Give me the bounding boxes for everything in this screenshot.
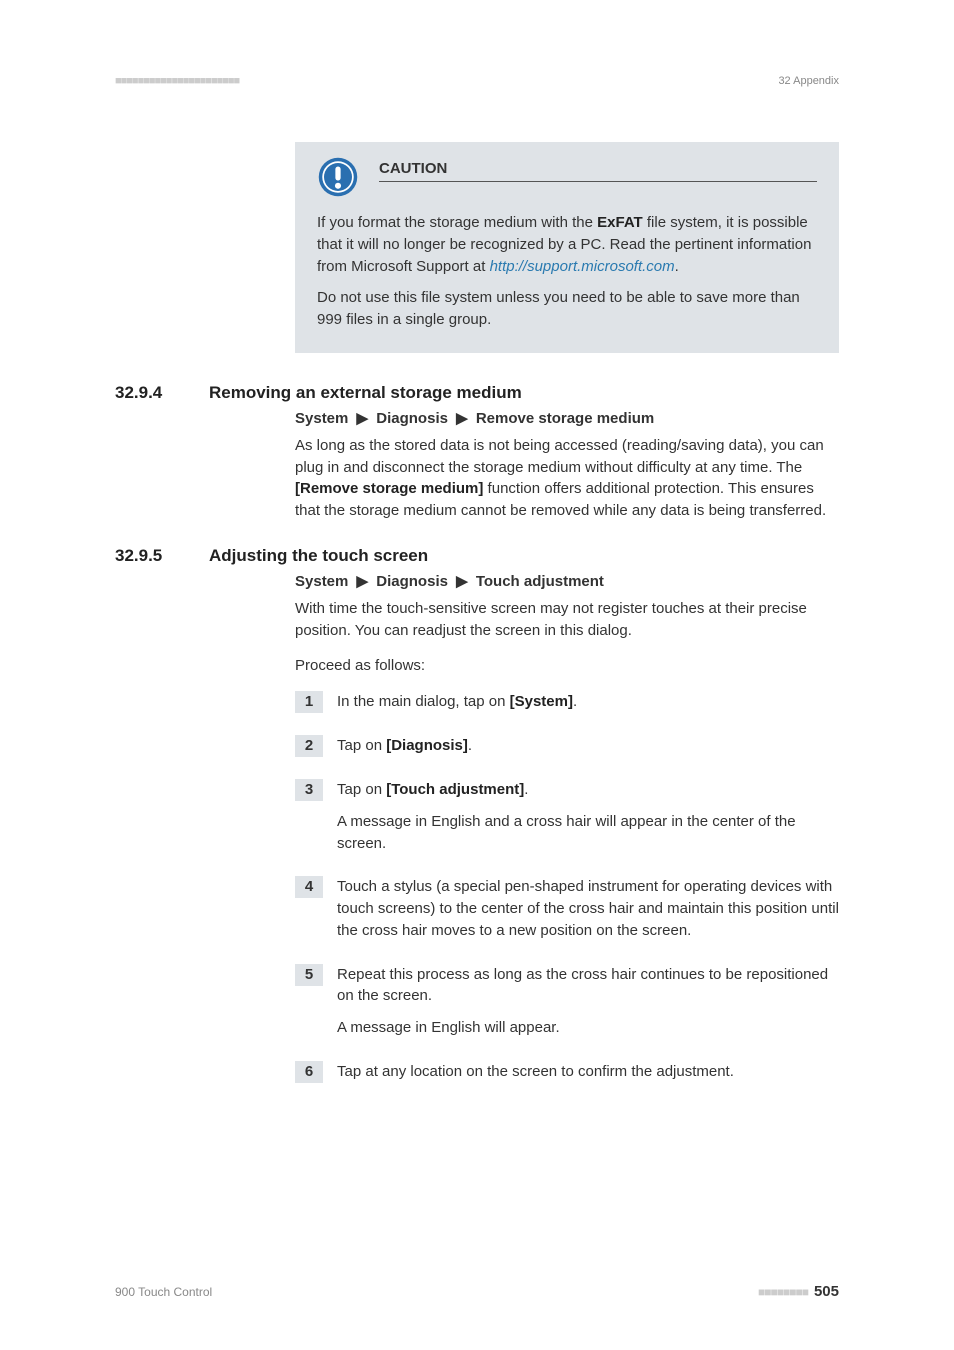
section-32-9-5: 32.9.5 Adjusting the touch screen System… (115, 546, 839, 1083)
caution-header: CAUTION (317, 160, 817, 198)
page-header: ■■■■■■■■■■■■■■■■■■■■■■ 32 Appendix (115, 75, 839, 87)
section-number: 32.9.5 (115, 546, 185, 566)
text-span: Tap on (337, 737, 386, 754)
body-text: Proceed as follows: (295, 655, 839, 677)
caution-p2: Do not use this file system unless you n… (317, 287, 817, 331)
chevron-right-icon: ▶ (357, 572, 369, 590)
bold-text: [Touch adjustment] (386, 781, 524, 798)
page-footer: 900 Touch Control ■■■■■■■■ 505 (115, 1283, 839, 1300)
step-1: 1 In the main dialog, tap on [System]. (295, 691, 839, 713)
step-number: 3 (295, 779, 323, 801)
step-number: 2 (295, 735, 323, 757)
chevron-right-icon: ▶ (456, 409, 468, 427)
caution-p1: If you format the storage medium with th… (317, 212, 817, 277)
page-number: 505 (814, 1283, 839, 1300)
step-2: 2 Tap on [Diagnosis]. (295, 735, 839, 757)
step-number: 4 (295, 876, 323, 898)
step-result: A message in English and a cross hair wi… (337, 811, 839, 855)
step-result: A message in English will appear. (337, 1017, 839, 1039)
footer-page-block: ■■■■■■■■ 505 (758, 1283, 839, 1300)
caution-body: If you format the storage medium with th… (317, 212, 817, 331)
text-span: . (468, 737, 472, 754)
chevron-right-icon: ▶ (456, 572, 468, 590)
bold-text: [System] (510, 693, 573, 710)
step-3: 3 Tap on [Touch adjustment]. A message i… (295, 779, 839, 854)
section-body: As long as the stored data is not being … (295, 435, 839, 522)
nav-segment: Diagnosis (376, 410, 448, 427)
section-content: System ▶ Diagnosis ▶ Remove storage medi… (295, 409, 839, 522)
content-column: CAUTION If you format the storage medium… (295, 142, 839, 353)
exclamation-icon (317, 156, 359, 198)
chevron-right-icon: ▶ (357, 409, 369, 427)
step-result: Repeat this process as long as the cross… (337, 964, 839, 1008)
section-title: Adjusting the touch screen (209, 546, 428, 566)
step-text: In the main dialog, tap on [System]. (337, 691, 839, 713)
section-number: 32.9.4 (115, 383, 185, 403)
bold-text: [Remove storage medium] (295, 480, 483, 497)
support-link[interactable]: http://support.microsoft.com (490, 258, 675, 275)
nav-segment: System (295, 410, 348, 427)
section-heading: 32.9.4 Removing an external storage medi… (115, 383, 839, 403)
text-span: . (524, 781, 528, 798)
step-text: Tap on [Touch adjustment]. A message in … (337, 779, 839, 854)
step-number: 6 (295, 1061, 323, 1083)
section-content: System ▶ Diagnosis ▶ Touch adjustment Wi… (295, 572, 839, 1083)
text-span: Tap on (337, 781, 386, 798)
text-span: If you format the storage medium with th… (317, 214, 597, 231)
step-text: Tap on [Diagnosis]. (337, 735, 839, 757)
caution-title: CAUTION (379, 160, 817, 182)
header-marks-left: ■■■■■■■■■■■■■■■■■■■■■■ (115, 75, 239, 87)
nav-segment: Diagnosis (376, 573, 448, 590)
header-chapter: 32 Appendix (778, 75, 839, 87)
nav-segment: Remove storage medium (476, 410, 654, 427)
text-span: . (675, 258, 679, 275)
step-6: 6 Tap at any location on the screen to c… (295, 1061, 839, 1083)
body-text: With time the touch-sensitive screen may… (295, 598, 839, 642)
step-text: Repeat this process as long as the cross… (337, 964, 839, 1039)
step-4: 4 Touch a stylus (a special pen-shaped i… (295, 876, 839, 941)
step-number: 5 (295, 964, 323, 986)
footer-marks: ■■■■■■■■ (758, 1285, 808, 1299)
step-text: Touch a stylus (a special pen-shaped ins… (337, 876, 839, 941)
text-span: In the main dialog, tap on (337, 693, 510, 710)
nav-segment: Touch adjustment (476, 573, 604, 590)
caution-box: CAUTION If you format the storage medium… (295, 142, 839, 353)
bold-text: [Diagnosis] (386, 737, 468, 754)
page-container: ■■■■■■■■■■■■■■■■■■■■■■ 32 Appendix CAUTI… (0, 0, 954, 1157)
text-span: As long as the stored data is not being … (295, 437, 824, 476)
bold-text: ExFAT (597, 214, 643, 231)
nav-path: System ▶ Diagnosis ▶ Touch adjustment (295, 572, 839, 590)
section-title: Removing an external storage medium (209, 383, 522, 403)
step-number: 1 (295, 691, 323, 713)
nav-path: System ▶ Diagnosis ▶ Remove storage medi… (295, 409, 839, 427)
nav-segment: System (295, 573, 348, 590)
text-span: . (573, 693, 577, 710)
step-text: Tap at any location on the screen to con… (337, 1061, 839, 1083)
section-heading: 32.9.5 Adjusting the touch screen (115, 546, 839, 566)
footer-product: 900 Touch Control (115, 1285, 212, 1299)
step-5: 5 Repeat this process as long as the cro… (295, 964, 839, 1039)
section-32-9-4: 32.9.4 Removing an external storage medi… (115, 383, 839, 522)
